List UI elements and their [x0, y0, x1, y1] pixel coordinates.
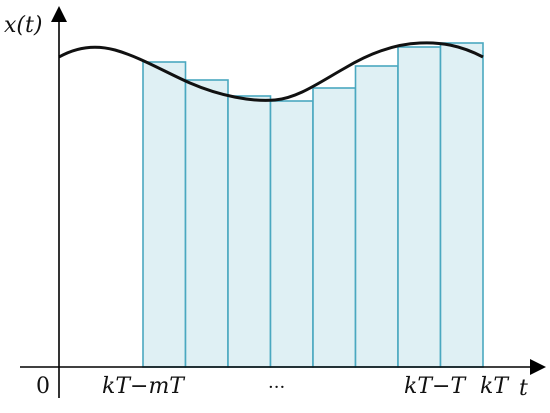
tick-label-ellipsis: ···	[268, 377, 285, 398]
y-axis-label: x(t)	[4, 13, 42, 38]
tick-label-prev: kT−T	[404, 374, 467, 399]
sample-bar	[227, 95, 272, 368]
sample-bar	[354, 65, 399, 368]
tick-label-current: kT	[480, 374, 510, 399]
sample-bars	[142, 42, 484, 368]
sample-bar	[269, 100, 314, 368]
signal-curve	[58, 41, 484, 102]
tick-label-start: kT−mT	[102, 374, 186, 399]
sample-bar	[184, 79, 229, 368]
sample-bar	[312, 87, 357, 368]
x-axis-label: t	[519, 376, 528, 401]
sample-bar	[397, 46, 442, 368]
sample-bar	[142, 61, 187, 368]
sample-bar	[439, 42, 484, 368]
origin-label: 0	[36, 374, 50, 399]
